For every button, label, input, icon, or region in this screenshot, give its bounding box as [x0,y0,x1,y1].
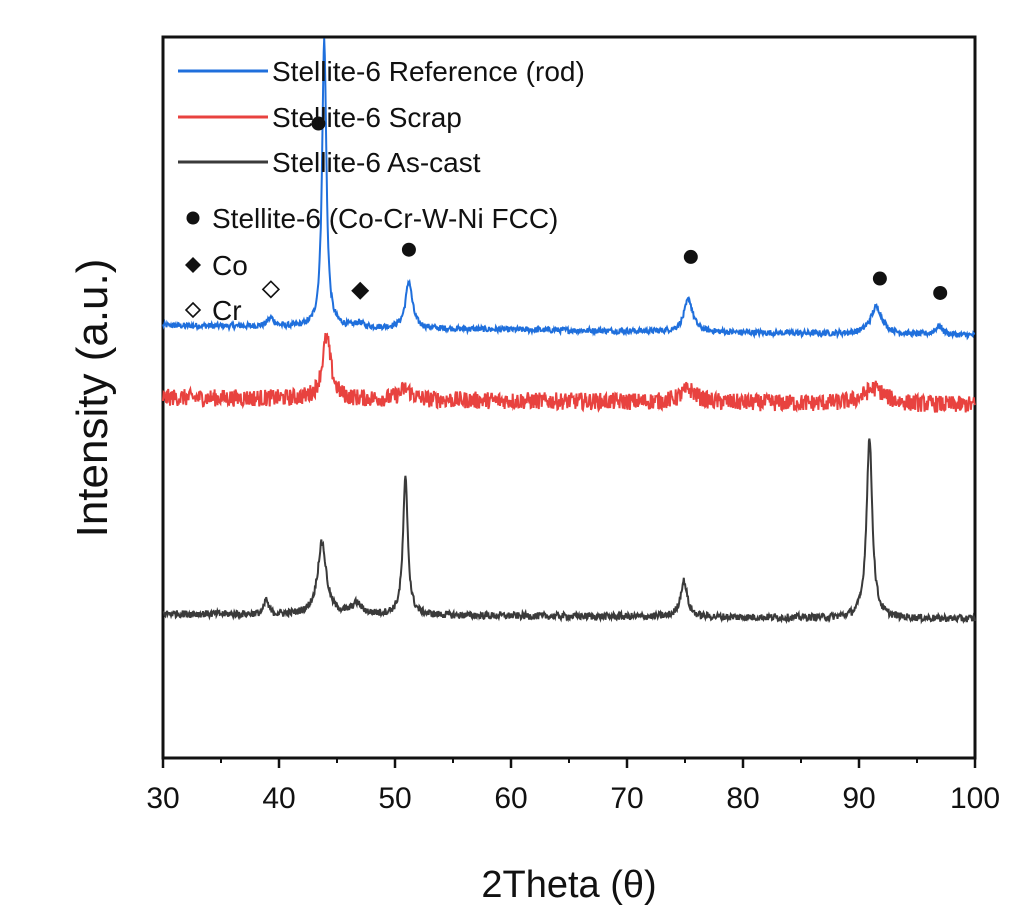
phase-marker-filled-circle-1 [401,242,416,257]
phase-marker-filled-diamond-5 [351,281,370,300]
legend: Stellite-6 Reference (rod) Stellite-6 Sc… [178,56,585,326]
legend-filled-circle-icon [186,211,200,225]
phase-marker-filled-circle-3 [872,271,887,286]
x-tick-label-80: 80 [726,782,759,815]
series-line-scrap [162,332,976,413]
series-group [162,38,976,625]
phase-marker-filled-circle-4 [933,285,948,300]
x-tick-label-70: 70 [610,782,643,815]
x-tick-label-40: 40 [262,782,295,815]
phase-marker-filled-circle-2 [683,249,698,264]
legend-label-as-cast: Stellite-6 As-cast [272,147,481,178]
x-tick-label-50: 50 [378,782,411,815]
legend-open-diamond-icon [184,301,202,319]
x-axis: 30 40 50 60 70 80 90 100 [146,758,1000,815]
x-axis-title: 2Theta (θ) [481,864,656,906]
series-line-reference-rod [162,38,975,341]
legend-label-scrap: Stellite-6 Scrap [272,102,462,133]
legend-filled-diamond-icon [185,257,201,273]
legend-label-cr: Cr [212,295,242,326]
y-axis-title: Intensity (a.u.) [68,259,117,538]
x-tick-label-90: 90 [842,782,875,815]
x-tick-label-60: 60 [494,782,527,815]
x-tick-label-100: 100 [950,782,1000,815]
phase-marker-open-diamond-6 [261,280,281,299]
legend-label-reference-rod: Stellite-6 Reference (rod) [272,56,585,87]
phase-markers [261,116,948,300]
x-tick-label-30: 30 [146,782,179,815]
phase-marker-filled-circle-0 [311,116,326,131]
series-line-as-cast [162,438,976,625]
legend-label-fcc-phase: Stellite-6 (Co-Cr-W-Ni FCC) [212,203,558,234]
legend-label-co: Co [212,250,248,281]
